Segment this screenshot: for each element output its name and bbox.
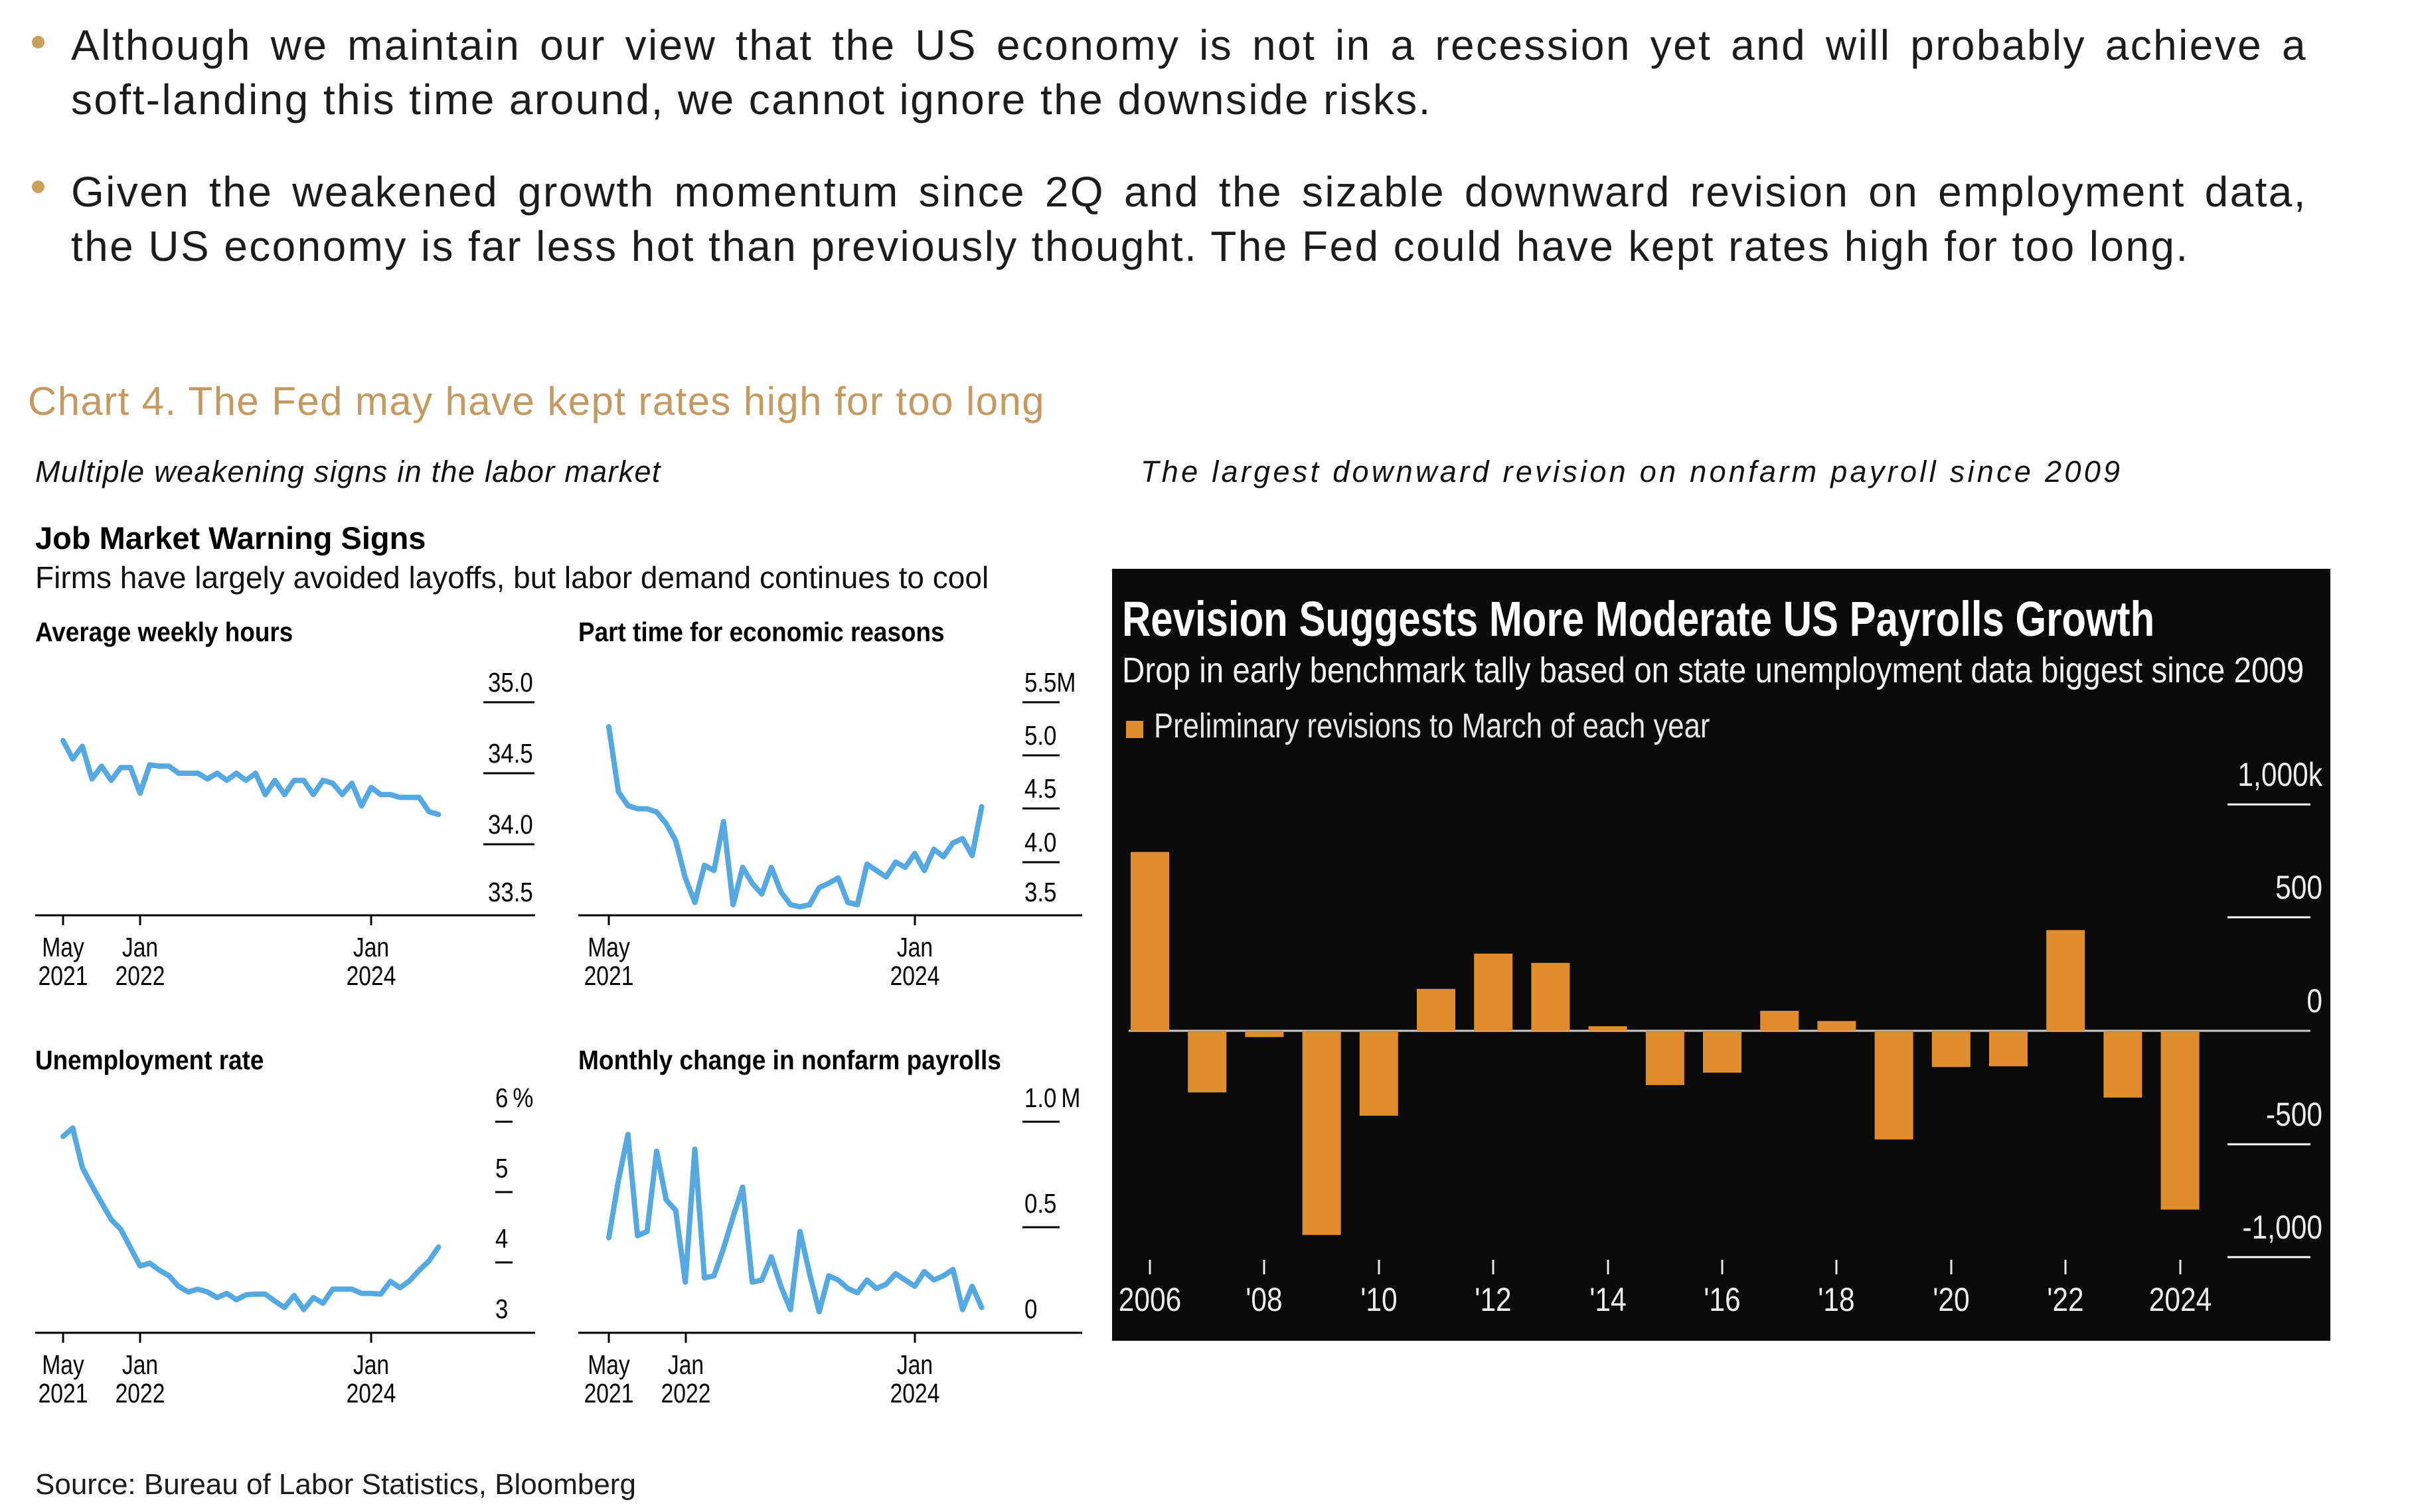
svg-text:Average weekly hours: Average weekly hours (35, 617, 293, 647)
svg-text:5.5M: 5.5M (1024, 668, 1076, 698)
svg-text:0: 0 (1024, 1294, 1037, 1324)
svg-text:May: May (588, 932, 630, 962)
svg-text:2024: 2024 (347, 960, 396, 991)
svg-text:1.0 M: 1.0 M (1024, 1083, 1080, 1113)
svg-text:'20: '20 (1933, 1281, 1969, 1318)
svg-text:Firms have largely avoided lay: Firms have largely avoided layoffs, but … (35, 560, 989, 595)
svg-text:0.5: 0.5 (1024, 1189, 1056, 1219)
svg-text:Job Market Warning Signs: Job Market Warning Signs (35, 520, 426, 556)
svg-text:Jan: Jan (897, 932, 933, 962)
svg-text:May: May (42, 932, 84, 962)
svg-text:'16: '16 (1704, 1281, 1740, 1318)
svg-text:2022: 2022 (116, 960, 165, 991)
svg-text:4.5: 4.5 (1024, 774, 1056, 804)
svg-text:35.0: 35.0 (488, 668, 533, 698)
svg-text:2021: 2021 (584, 960, 634, 991)
svg-text:2024: 2024 (347, 1378, 396, 1408)
svg-text:33.5: 33.5 (488, 877, 533, 907)
svg-text:'12: '12 (1475, 1281, 1511, 1318)
svg-text:Jan: Jan (353, 932, 389, 962)
svg-text:2024: 2024 (2149, 1281, 2212, 1318)
svg-text:Drop in early benchmark tally: Drop in early benchmark tally based on s… (1122, 650, 2304, 690)
svg-text:-1,000: -1,000 (2243, 1209, 2322, 1246)
svg-text:Monthly change in nonfarm payr: Monthly change in nonfarm payrolls (578, 1045, 1001, 1075)
svg-text:1,000k: 1,000k (2237, 756, 2322, 793)
svg-text:34.0: 34.0 (488, 810, 533, 840)
svg-text:Jan: Jan (897, 1349, 933, 1380)
svg-text:Jan: Jan (122, 932, 158, 962)
svg-text:3: 3 (495, 1294, 508, 1324)
svg-text:4.0: 4.0 (1024, 828, 1056, 858)
svg-text:May: May (42, 1349, 84, 1380)
svg-text:5.0: 5.0 (1024, 721, 1056, 751)
svg-text:Unemployment rate: Unemployment rate (35, 1045, 264, 1075)
svg-text:2021: 2021 (39, 960, 88, 991)
svg-text:'08: '08 (1246, 1281, 1282, 1318)
svg-text:0: 0 (2306, 982, 2322, 1020)
svg-text:Jan: Jan (668, 1349, 704, 1380)
svg-text:'10: '10 (1360, 1281, 1397, 1318)
svg-text:Revision Suggests More Moderat: Revision Suggests More Moderate US Payro… (1122, 592, 2154, 646)
svg-text:Jan: Jan (122, 1349, 158, 1380)
svg-text:2024: 2024 (890, 1378, 940, 1408)
svg-text:Part time for economic reasons: Part time for economic reasons (578, 617, 945, 647)
svg-text:3.5: 3.5 (1024, 877, 1056, 907)
svg-text:2021: 2021 (39, 1378, 88, 1408)
svg-text:-500: -500 (2266, 1096, 2322, 1133)
svg-text:May: May (588, 1349, 630, 1380)
svg-text:6 %: 6 % (495, 1083, 533, 1113)
svg-text:4: 4 (495, 1224, 508, 1254)
svg-text:'14: '14 (1589, 1281, 1626, 1318)
svg-text:'18: '18 (1818, 1281, 1854, 1318)
svg-text:2024: 2024 (890, 960, 940, 991)
svg-text:5: 5 (495, 1154, 508, 1183)
svg-text:2021: 2021 (584, 1378, 634, 1408)
svg-text:2022: 2022 (661, 1378, 711, 1408)
svg-text:2022: 2022 (116, 1378, 165, 1408)
svg-text:2006: 2006 (1119, 1281, 1182, 1318)
svg-text:'22: '22 (2047, 1281, 2083, 1318)
svg-text:34.5: 34.5 (488, 739, 533, 769)
svg-text:Jan: Jan (353, 1349, 389, 1380)
svg-text:500: 500 (2275, 869, 2322, 906)
svg-text:Preliminary revisions to March: Preliminary revisions to March of each y… (1154, 708, 1710, 745)
